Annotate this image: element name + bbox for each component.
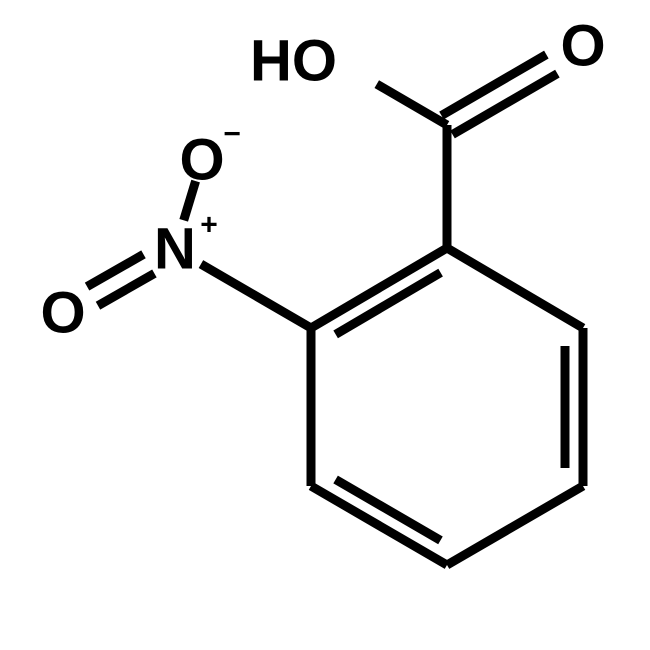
atom-label-o_m: O (179, 128, 224, 193)
atom-label-o_oh: HO (250, 29, 337, 94)
bond (377, 84, 447, 125)
bonds (87, 55, 583, 565)
molecule-structure: HOON+O−O (0, 0, 650, 650)
bond (447, 248, 583, 328)
atom-label-o_n: O (40, 281, 85, 346)
bond (201, 264, 311, 328)
bond (447, 486, 583, 565)
charge-o_m: − (223, 118, 241, 151)
bond (311, 486, 447, 565)
bond (311, 248, 447, 328)
atom-label-n: N (154, 217, 196, 282)
atom-label-o_d: O (560, 14, 605, 79)
charge-n: + (200, 209, 218, 242)
